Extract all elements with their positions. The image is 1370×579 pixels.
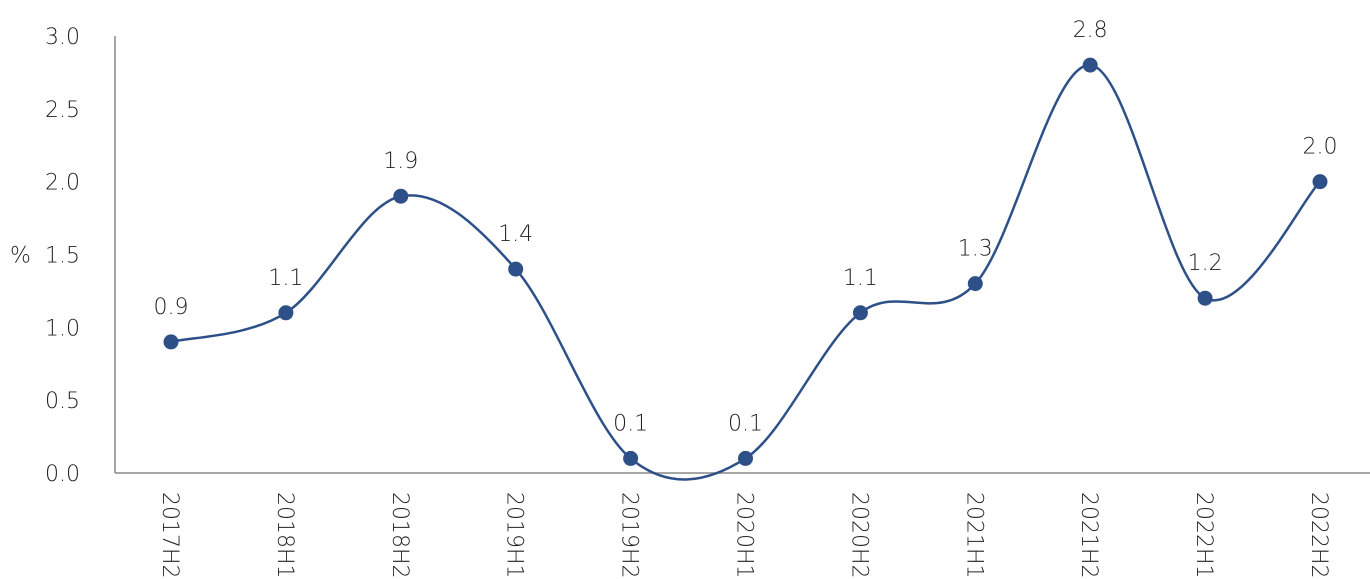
data-label: 1.1 [843,266,878,291]
data-point [1082,57,1098,73]
y-tick-labels: 0.0 0.5 1.0 1.5 2.0 2.5 3.0 [45,25,80,487]
x-category-label: 2017H2 [157,492,182,579]
y-tick-label: 1.0 [45,316,80,341]
data-label: 1.4 [498,222,533,247]
y-tick-label: 0.0 [45,462,80,487]
data-point [967,276,983,292]
data-label: 1.9 [383,149,418,174]
x-category-labels: 2017H2 2018H1 2018H2 2019H1 2019H2 2020H1 2020… [157,492,1331,579]
data-label: 2.8 [1073,18,1108,43]
x-category-label: 2021H1 [961,492,986,579]
y-tick-label: 1.5 [45,244,80,269]
x-category-label: 2022H2 [1306,492,1331,579]
y-tick-label: 3.0 [45,25,80,50]
x-category-label: 2022H1 [1191,492,1216,579]
x-category-label: 2018H1 [272,492,297,579]
data-point [1312,174,1328,190]
x-category-label: 2019H2 [617,492,642,579]
series-line [170,63,1321,481]
data-point [623,450,639,466]
data-label: 0.1 [613,411,648,436]
y-tick-label: 0.5 [45,389,80,414]
y-axis-unit-label: % [10,244,31,269]
x-category-label: 2019H1 [502,492,527,579]
data-point [163,334,179,350]
data-point [852,305,868,321]
x-category-label: 2021H2 [1076,492,1101,579]
x-category-label: 2018H2 [387,492,412,579]
x-category-label: 2020H2 [846,492,871,579]
data-label: 1.2 [1188,251,1223,276]
y-tick-label: 2.5 [45,98,80,123]
data-point [278,305,294,321]
y-tick-label: 2.0 [45,171,80,196]
data-label: 0.9 [154,295,189,320]
data-points [163,57,1328,466]
data-point [1197,290,1213,306]
data-point [508,261,524,277]
data-label: 1.1 [268,266,303,291]
x-category-label: 2020H1 [732,492,757,579]
data-label: 2.0 [1303,135,1338,160]
data-labels: 0.9 1.1 1.9 1.4 0.1 0.1 1.1 1.3 2.8 1.2 2.0 [154,18,1338,436]
data-label: 0.1 [728,411,763,436]
data-label: 1.3 [958,237,993,262]
data-point [738,450,753,466]
data-point [393,188,409,204]
